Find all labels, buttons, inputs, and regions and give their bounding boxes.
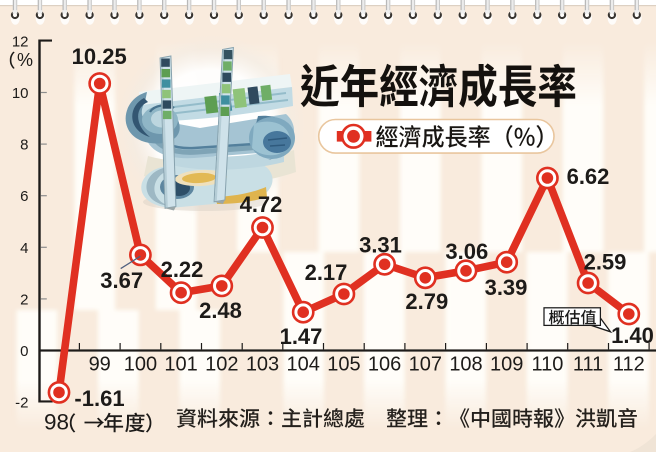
svg-text:105: 105 — [327, 353, 360, 375]
svg-text:108: 108 — [449, 353, 482, 375]
svg-text:6: 6 — [20, 188, 28, 205]
svg-text:109: 109 — [490, 353, 523, 375]
svg-text:2.79: 2.79 — [405, 289, 448, 314]
svg-text:4.72: 4.72 — [240, 192, 283, 217]
svg-text:2.59: 2.59 — [584, 249, 627, 274]
svg-text:106: 106 — [368, 353, 401, 375]
svg-text:3.31: 3.31 — [359, 232, 402, 257]
svg-text:6.62: 6.62 — [567, 164, 610, 189]
svg-text:-1.61: -1.61 — [74, 386, 124, 411]
svg-text:%: % — [17, 50, 33, 70]
svg-text:2.17: 2.17 — [305, 260, 348, 285]
svg-text:0: 0 — [20, 343, 28, 360]
svg-text:2.48: 2.48 — [199, 298, 242, 323]
svg-text:3.39: 3.39 — [485, 275, 528, 300]
svg-text:-2: -2 — [15, 395, 28, 412]
svg-text:8: 8 — [20, 137, 28, 154]
svg-text:10.25: 10.25 — [72, 44, 127, 69]
svg-text:100: 100 — [124, 353, 157, 375]
svg-text:101: 101 — [164, 353, 197, 375]
svg-text:102: 102 — [205, 353, 238, 375]
svg-text:98: 98 — [44, 410, 69, 435]
svg-text:10: 10 — [12, 85, 29, 102]
svg-text:12: 12 — [12, 33, 29, 50]
svg-text:3.67: 3.67 — [100, 268, 143, 293]
svg-text:107: 107 — [409, 353, 442, 375]
svg-text:2.22: 2.22 — [161, 257, 204, 282]
svg-text:103: 103 — [246, 353, 279, 375]
svg-text:1.47: 1.47 — [280, 324, 323, 349]
svg-text:99: 99 — [89, 353, 111, 375]
svg-text:104: 104 — [287, 353, 320, 375]
svg-text:111: 111 — [573, 353, 603, 375]
svg-text:112: 112 — [613, 353, 645, 375]
svg-text:2: 2 — [20, 291, 28, 308]
svg-text:4: 4 — [20, 240, 28, 257]
svg-text:1.40: 1.40 — [611, 323, 654, 348]
svg-text:3.06: 3.06 — [445, 239, 488, 264]
svg-text:110: 110 — [531, 353, 563, 375]
